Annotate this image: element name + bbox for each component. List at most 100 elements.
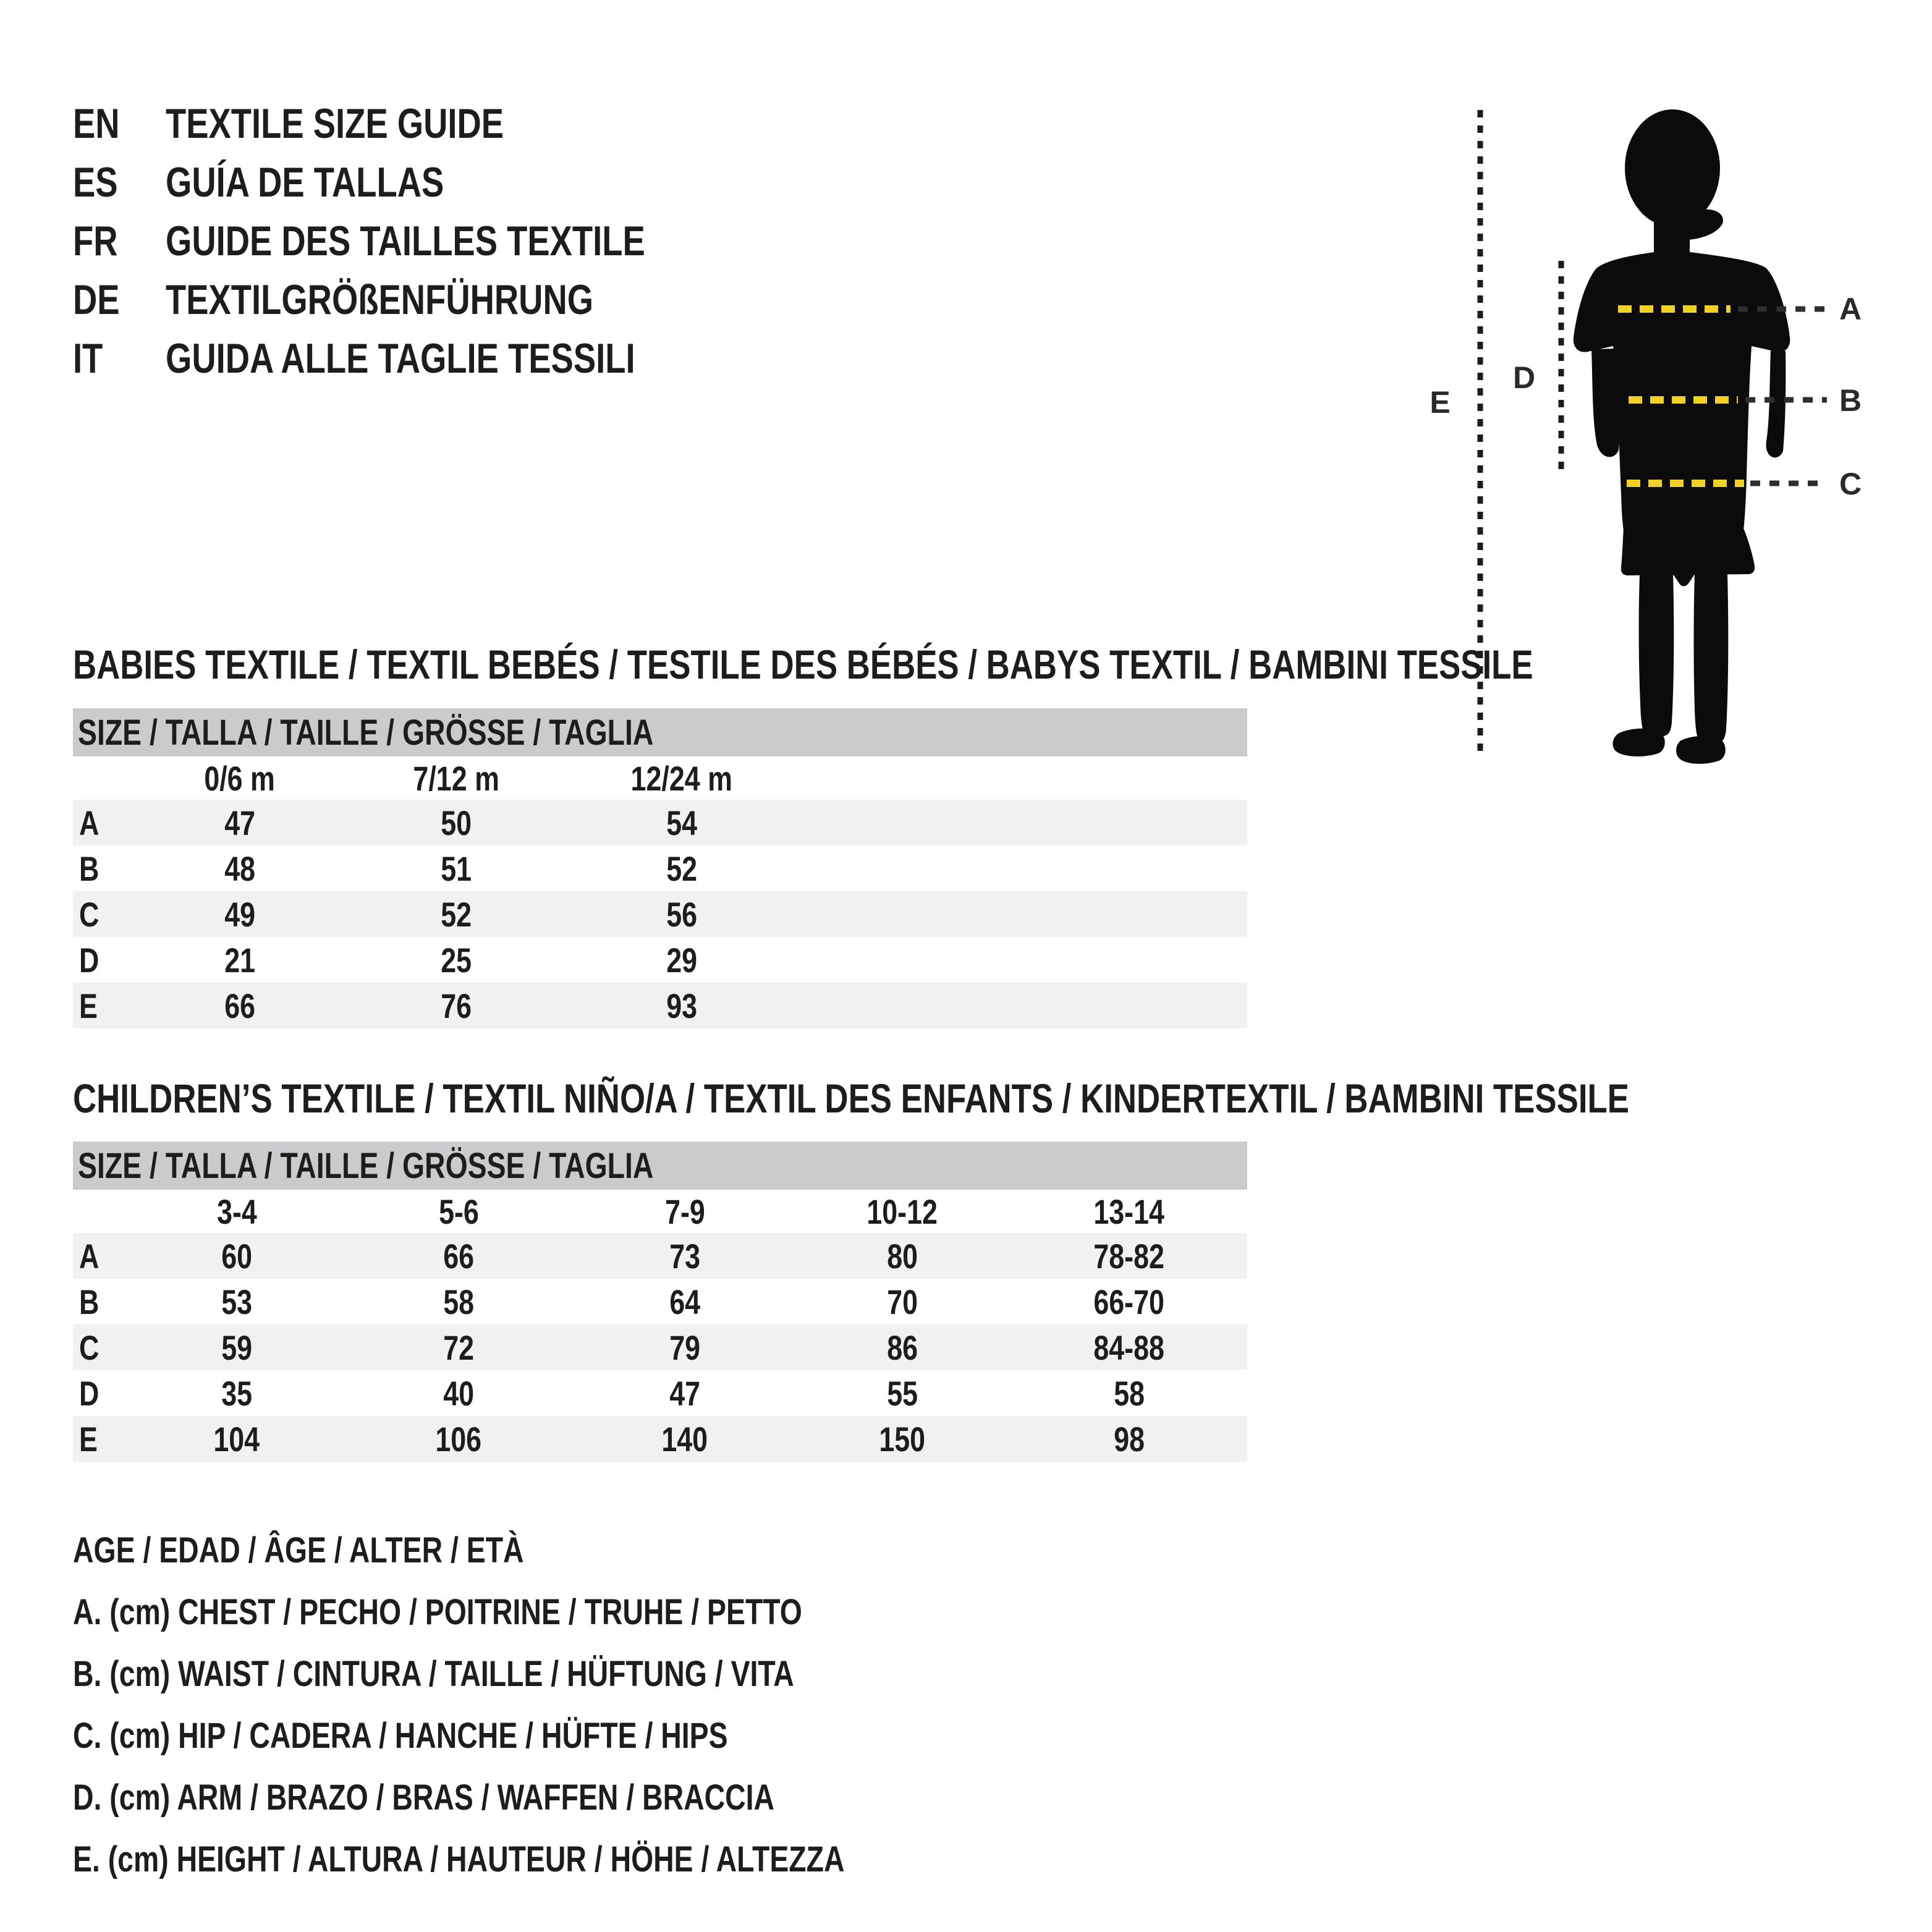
language-row-en: EN TEXTILE SIZE GUIDE (73, 94, 765, 153)
legend-line-arm: D. (cm) ARM / BRAZO / BRAS / WAFFEN / BR… (73, 1777, 775, 1818)
table-cell: 52 (441, 894, 472, 934)
row-label: C (79, 1328, 100, 1367)
babies-size-header-bar: SIZE / TALLA / TAILLE / GRÖSSE / TAGLIA (73, 708, 1247, 756)
babies-row-e: E 66 76 93 (73, 983, 1247, 1028)
legend-line-height: E. (cm) HEIGHT / ALTURA / HAUTEUR / HÖHE… (73, 1839, 845, 1879)
language-row-de: DE TEXTILGRÖßENFÜHRUNG (73, 270, 765, 329)
table-cell: 58 (443, 1282, 474, 1321)
table-cell: 55 (887, 1373, 918, 1413)
table-cell: 80 (887, 1236, 918, 1276)
babies-column-header-row: 0/6 m 7/12 m 12/24 m (73, 756, 1247, 800)
language-title: GUIDA ALLE TAGLIE TESSILI (166, 334, 635, 382)
table-cell: 66-70 (1093, 1282, 1165, 1321)
table-cell: 50 (441, 803, 472, 842)
babies-section-heading: BABIES TEXTILE / TEXTIL BEBÉS / TESTILE … (73, 642, 1533, 687)
table-cell: 49 (224, 894, 255, 934)
table-cell: 53 (221, 1282, 252, 1321)
row-label: B (79, 1282, 100, 1321)
language-code: FR (73, 217, 118, 265)
table-cell: 70 (887, 1282, 918, 1321)
table-cell: 56 (666, 894, 697, 934)
measurement-legend: AGE / EDAD / ÂGE / ALTER / ETÀ A. (cm) C… (73, 1519, 1038, 1890)
table-cell: 79 (669, 1328, 700, 1367)
children-row-d: D 35 40 47 55 58 (73, 1370, 1247, 1416)
figure-label-b: B (1839, 383, 1862, 418)
row-label: D (79, 1373, 100, 1413)
row-label: B (79, 849, 100, 888)
language-title: TEXTILE SIZE GUIDE (166, 100, 504, 147)
size-header-label: SIZE / TALLA / TAILLE / GRÖSSE / TAGLIA (78, 1145, 654, 1186)
column-header: 13-14 (1093, 1192, 1165, 1231)
table-cell: 59 (221, 1328, 252, 1367)
table-cell: 93 (666, 986, 697, 1025)
table-cell: 76 (441, 986, 472, 1025)
language-title-list: EN TEXTILE SIZE GUIDE ES GUÍA DE TALLAS … (73, 94, 765, 388)
table-cell: 84-88 (1093, 1328, 1165, 1367)
table-cell: 106 (435, 1419, 482, 1459)
size-header-label: SIZE / TALLA / TAILLE / GRÖSSE / TAGLIA (78, 712, 654, 753)
language-row-it: IT GUIDA ALLE TAGLIE TESSILI (73, 329, 765, 388)
babies-size-table: SIZE / TALLA / TAILLE / GRÖSSE / TAGLIA … (73, 708, 1247, 1028)
legend-line-waist: B. (cm) WAIST / CINTURA / TAILLE / HÜFTU… (73, 1653, 794, 1694)
legend-line-chest: A. (cm) CHEST / PECHO / POITRINE / TRUHE… (73, 1591, 802, 1632)
table-cell: 58 (1114, 1373, 1145, 1413)
row-label: D (79, 940, 100, 980)
table-cell: 54 (666, 803, 697, 842)
figure-label-e: E (1430, 385, 1450, 420)
table-cell: 98 (1114, 1419, 1145, 1459)
table-cell: 29 (666, 940, 697, 980)
table-cell: 47 (224, 803, 255, 842)
column-header: 10-12 (866, 1192, 938, 1231)
babies-row-d: D 21 25 29 (73, 937, 1247, 983)
language-title: TEXTILGRÖßENFÜHRUNG (166, 276, 594, 323)
table-cell: 72 (443, 1328, 474, 1367)
table-cell: 21 (224, 940, 255, 980)
column-header: 0/6 m (204, 758, 276, 798)
table-cell: 86 (887, 1328, 918, 1367)
children-column-header-row: 3-4 5-6 7-9 10-12 13-14 (73, 1190, 1247, 1233)
table-cell: 48 (224, 849, 255, 888)
figure-label-a: A (1839, 292, 1862, 326)
figure-label-d: D (1513, 360, 1535, 395)
language-code: DE (73, 276, 120, 323)
language-code: ES (73, 158, 118, 206)
language-code: IT (73, 334, 103, 382)
row-label: E (79, 986, 98, 1025)
column-header: 7/12 m (413, 758, 499, 798)
column-header: 5-6 (438, 1192, 479, 1231)
table-cell: 104 (213, 1419, 260, 1459)
language-code: EN (73, 100, 120, 147)
table-cell: 150 (879, 1419, 926, 1459)
table-cell: 78-82 (1093, 1236, 1165, 1276)
child-silhouette-icon (1573, 109, 1790, 764)
legend-line-hip: C. (cm) HIP / CADERA / HANCHE / HÜFTE / … (73, 1715, 728, 1756)
table-cell: 66 (443, 1236, 474, 1276)
table-cell: 64 (669, 1282, 700, 1321)
row-label: C (79, 894, 100, 934)
babies-row-c: C 49 52 56 (73, 891, 1247, 937)
table-cell: 25 (441, 940, 472, 980)
table-cell: 52 (666, 849, 697, 888)
children-row-c: C 59 72 79 86 84-88 (73, 1324, 1247, 1370)
legend-line-age: AGE / EDAD / ÂGE / ALTER / ETÀ (73, 1530, 524, 1570)
row-label: A (79, 1236, 100, 1276)
language-title: GUIDE DES TAILLES TEXTILE (166, 217, 645, 265)
language-title: GUÍA DE TALLAS (166, 158, 444, 206)
figure-label-c: C (1839, 467, 1862, 501)
children-section-heading: CHILDREN’S TEXTILE / TEXTIL NIÑO/A / TEX… (73, 1075, 1629, 1121)
babies-row-a: A 47 50 54 (73, 800, 1247, 845)
column-header: 3-4 (216, 1192, 257, 1231)
children-size-header-bar: SIZE / TALLA / TAILLE / GRÖSSE / TAGLIA (73, 1142, 1247, 1190)
table-cell: 73 (669, 1236, 700, 1276)
table-cell: 35 (221, 1373, 252, 1413)
row-label: A (79, 803, 100, 842)
language-row-fr: FR GUIDE DES TAILLES TEXTILE (73, 211, 765, 270)
table-cell: 66 (224, 986, 255, 1025)
column-header: 7-9 (664, 1192, 705, 1231)
children-row-a: A 60 66 73 80 78-82 (73, 1233, 1247, 1279)
language-row-es: ES GUÍA DE TALLAS (73, 153, 765, 211)
table-cell: 60 (221, 1236, 252, 1276)
row-label: E (79, 1419, 98, 1459)
column-header: 12/24 m (630, 758, 733, 798)
